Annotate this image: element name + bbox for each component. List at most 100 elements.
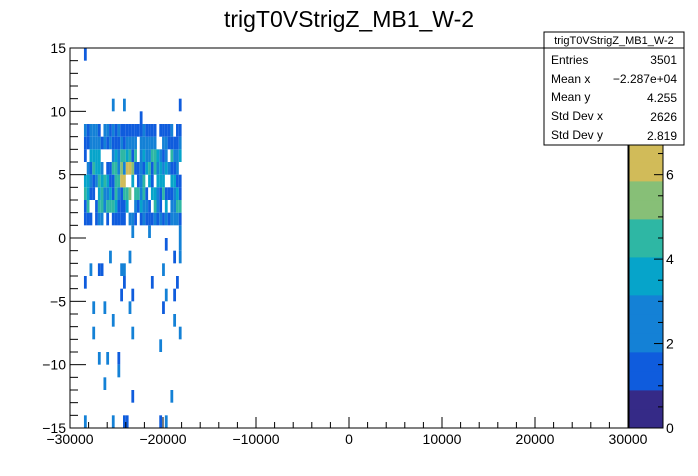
heatmap-bin bbox=[83, 187, 87, 200]
x-tick-label: 20000 bbox=[516, 431, 555, 447]
palette-band bbox=[629, 371, 663, 391]
heatmap-bin bbox=[103, 136, 107, 150]
heatmap-bin bbox=[92, 187, 96, 200]
heatmap-bin bbox=[173, 162, 177, 175]
heatmap-bin bbox=[148, 225, 151, 238]
heatmap-bin bbox=[97, 136, 101, 150]
heatmap-bin bbox=[176, 136, 179, 150]
heatmap-bin bbox=[123, 98, 126, 112]
heatmap-bin bbox=[134, 124, 137, 137]
heatmap-bin bbox=[117, 162, 121, 175]
heatmap-bin bbox=[123, 200, 126, 213]
heatmap-bin bbox=[170, 174, 174, 188]
heatmap-bin bbox=[159, 187, 163, 200]
heatmap-bin bbox=[106, 212, 110, 226]
heatmap-bin bbox=[136, 200, 140, 213]
heatmap-bin bbox=[178, 136, 182, 150]
heatmap-bin bbox=[162, 149, 165, 162]
heatmap-bin bbox=[131, 390, 135, 403]
heatmap-bin bbox=[139, 174, 143, 188]
heatmap-bin bbox=[83, 149, 87, 162]
palette-tick-label: 6 bbox=[666, 167, 674, 183]
heatmap-bin bbox=[103, 187, 107, 200]
heatmap-bin bbox=[114, 174, 118, 188]
stats-std-x-label: Std Dev x bbox=[551, 109, 603, 123]
heatmap-bin bbox=[109, 200, 112, 213]
heatmap-bin bbox=[176, 212, 179, 226]
heatmap-bin bbox=[139, 212, 143, 226]
heatmap-bin bbox=[111, 98, 115, 112]
heatmap-bin bbox=[159, 200, 163, 213]
heatmap-bin bbox=[162, 124, 165, 137]
heatmap-bin bbox=[145, 124, 149, 137]
heatmap-bin bbox=[97, 124, 101, 137]
heatmap-bin bbox=[134, 212, 137, 226]
heatmap-bin bbox=[159, 124, 163, 137]
heatmap-bin bbox=[142, 149, 146, 162]
heatmap-bin bbox=[83, 415, 87, 428]
heatmap-bin bbox=[111, 124, 115, 137]
heatmap-bin bbox=[148, 212, 151, 226]
heatmap-bin bbox=[109, 250, 112, 264]
heatmap-bin bbox=[123, 212, 126, 226]
heatmap-bin bbox=[120, 187, 124, 200]
heatmap-bin bbox=[106, 174, 110, 188]
heatmap-bin bbox=[150, 276, 154, 289]
stats-std-y-label: Std Dev y bbox=[551, 128, 603, 142]
heatmap-bin bbox=[100, 212, 104, 226]
heatmap-bin bbox=[173, 136, 177, 150]
heatmap-bin bbox=[117, 124, 121, 137]
heatmap-bin bbox=[92, 124, 96, 137]
y-tick-label: 5 bbox=[58, 167, 66, 183]
axes: −30000 −20000 −10000 0 10000 20000 30000 −15 −10… bbox=[42, 40, 647, 447]
heatmap-bin bbox=[134, 200, 137, 213]
stats-name: trigT0VStrigZ_MB1_W-2 bbox=[554, 35, 674, 47]
heatmap-bin bbox=[120, 200, 124, 213]
heatmap-bin bbox=[178, 174, 182, 188]
heatmap-bin bbox=[162, 136, 165, 150]
heatmap-bin bbox=[145, 149, 149, 162]
heatmap-bin bbox=[131, 149, 135, 162]
heatmap-bin bbox=[83, 48, 87, 61]
heatmap-bin bbox=[120, 212, 124, 226]
heatmap-bin bbox=[167, 136, 171, 150]
heatmap-bin bbox=[128, 124, 132, 137]
heatmap-bin bbox=[100, 136, 104, 150]
heatmap-bin bbox=[170, 212, 174, 226]
heatmap-bin bbox=[128, 136, 132, 150]
heatmap-bin bbox=[176, 174, 179, 188]
palette-band bbox=[629, 181, 663, 201]
heatmap-bin bbox=[139, 111, 143, 124]
heatmap-bin bbox=[95, 124, 98, 137]
heatmap-bin bbox=[162, 174, 165, 188]
heatmap-bin bbox=[131, 225, 135, 238]
heatmap-bin bbox=[139, 187, 143, 200]
heatmap-bin bbox=[111, 212, 115, 226]
stats-mean-x-label: Mean x bbox=[551, 72, 590, 86]
heatmap-bin bbox=[92, 174, 96, 188]
heatmap-bin bbox=[114, 149, 118, 162]
heatmap-bin bbox=[100, 162, 104, 175]
heatmap-bin bbox=[106, 124, 110, 137]
heatmap-bin bbox=[156, 149, 160, 162]
heatmap-bin bbox=[139, 136, 143, 150]
heatmap-bin bbox=[150, 149, 154, 162]
heatmap-bin bbox=[136, 124, 140, 137]
heatmap-bin bbox=[156, 174, 160, 188]
heatmap-bin bbox=[131, 162, 135, 175]
heatmap-bin bbox=[164, 136, 168, 150]
heatmap-bin bbox=[117, 174, 121, 188]
heatmap-bin bbox=[150, 174, 154, 188]
heatmap-bin bbox=[97, 174, 101, 188]
heatmap-bin bbox=[178, 124, 182, 137]
heatmap-bin bbox=[106, 136, 110, 150]
heatmap-bin bbox=[89, 149, 93, 162]
heatmap-bin bbox=[178, 149, 182, 162]
heatmap-bin bbox=[100, 174, 104, 188]
heatmap-bin bbox=[173, 200, 177, 213]
heatmap-bin bbox=[128, 187, 132, 200]
heatmap-bin bbox=[123, 263, 126, 276]
heatmap-bin bbox=[170, 124, 174, 137]
heatmap-bin bbox=[114, 124, 118, 137]
